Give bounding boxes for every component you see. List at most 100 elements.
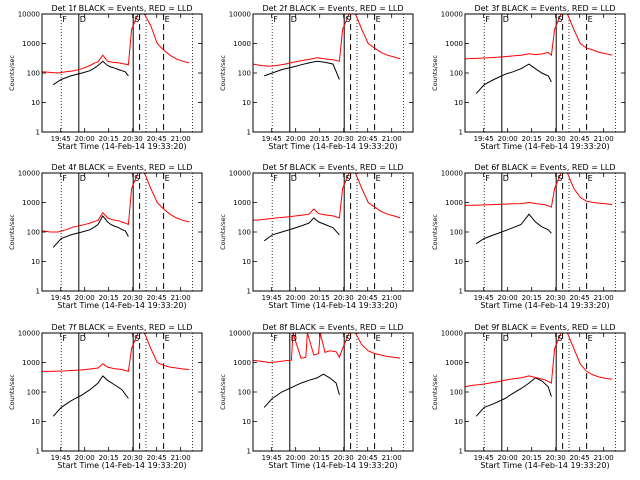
x-tick-label: 20:15 — [522, 454, 542, 462]
x-tick-label: 19:45 — [474, 294, 494, 302]
x-tick-label: 20:30 — [546, 294, 566, 302]
plot-frame — [252, 13, 414, 133]
marker-label: S — [345, 334, 350, 343]
plot-frame — [464, 332, 626, 452]
series-line-events — [263, 217, 340, 242]
x-tick-label: 19:45 — [51, 294, 71, 302]
marker-label: E — [165, 334, 170, 343]
x-tick-label: 20:30 — [123, 454, 143, 462]
x-axis-label: Start Time (14-Feb-14 19:33:20) — [57, 461, 186, 470]
series-line-events — [263, 373, 340, 408]
y-tick-label: 100 — [238, 70, 251, 78]
panel-2: Det 2f BLACK = Events, RED = LLD 1 10 100 10… — [219, 4, 414, 151]
y-axis-label: Counts/sec — [8, 214, 16, 250]
marker-label: S — [345, 174, 350, 183]
y-tick-label: 100 — [450, 389, 463, 397]
x-tick-label: 20:30 — [334, 294, 354, 302]
x-tick-label: 19:45 — [262, 135, 282, 143]
x-tick-label: 19:45 — [51, 135, 71, 143]
panel-9: Det 9f BLACK = Events, RED = LLD 1 10 100 10… — [431, 323, 626, 470]
x-tick-label: 20:00 — [75, 135, 95, 143]
x-axis-label: Start Time (14-Feb-14 19:33:20) — [268, 301, 397, 310]
y-tick-label: 10000 — [18, 330, 40, 338]
marker-label: D — [503, 174, 509, 183]
marker-label: E — [376, 15, 381, 24]
y-tick-label: 1 — [247, 448, 251, 456]
y-tick-label: 10000 — [18, 170, 40, 178]
x-tick-label: 20:15 — [99, 294, 119, 302]
x-axis-label: Start Time (14-Feb-14 19:33:20) — [480, 301, 609, 310]
panel-title: Det 2f BLACK = Events, RED = LLD — [262, 4, 403, 13]
x-axis-label: Start Time (14-Feb-14 19:33:20) — [480, 142, 609, 151]
x-tick-label: 20:15 — [99, 135, 119, 143]
y-tick-label: 1 — [36, 288, 40, 296]
marker-label: S — [134, 174, 139, 183]
y-tick-label: 10 — [242, 418, 251, 426]
y-tick-label: 1 — [36, 129, 40, 137]
x-tick-label: 19:45 — [262, 294, 282, 302]
marker-label: S — [557, 15, 562, 24]
series-line-lld — [253, 14, 401, 67]
x-tick-label: 20:00 — [286, 454, 306, 462]
y-tick-label: 100 — [450, 229, 463, 237]
marker-label: F — [62, 174, 67, 183]
x-axis-label: Start Time (14-Feb-14 19:33:20) — [57, 142, 186, 151]
panel-4: Det 4f BLACK = Events, RED = LLD 1 10 100 10… — [8, 163, 203, 310]
x-tick-label: 21:00 — [171, 135, 191, 143]
series-line-events — [475, 213, 552, 245]
plot-frame — [464, 172, 626, 292]
y-tick-label: 10 — [454, 99, 463, 107]
y-tick-label: 1 — [36, 448, 40, 456]
x-tick-label: 21:00 — [382, 454, 402, 462]
x-tick-label: 21:00 — [594, 294, 614, 302]
marker-label: D — [291, 334, 297, 343]
x-tick-label: 19:45 — [51, 454, 71, 462]
x-tick-label: 20:45 — [570, 294, 590, 302]
panel-3: Det 3f BLACK = Events, RED = LLD 1 10 100 10… — [431, 4, 626, 151]
y-tick-label: 10 — [242, 258, 251, 266]
marker-label: E — [588, 15, 593, 24]
series-line-lld — [253, 333, 401, 364]
panel-title: Det 8f BLACK = Events, RED = LLD — [262, 323, 403, 332]
x-tick-label: 20:45 — [570, 135, 590, 143]
x-tick-label: 20:15 — [310, 135, 330, 143]
y-tick-label: 10 — [31, 418, 40, 426]
y-tick-label: 10000 — [229, 11, 251, 19]
series-line-lld — [253, 173, 401, 221]
y-tick-label: 10000 — [441, 11, 463, 19]
y-tick-label: 100 — [27, 389, 40, 397]
marker-label: D — [80, 334, 86, 343]
y-tick-label: 1 — [459, 129, 463, 137]
series-line-events — [52, 375, 129, 417]
y-axis-label: Counts/sec — [219, 214, 227, 250]
x-tick-label: 20:30 — [546, 454, 566, 462]
x-tick-label: 19:45 — [474, 454, 494, 462]
series-line-lld — [465, 333, 613, 388]
marker-label: E — [376, 174, 381, 183]
panel-title: Det 7f BLACK = Events, RED = LLD — [51, 323, 192, 332]
y-tick-label: 1000 — [233, 359, 251, 367]
y-axis-label: Counts/sec — [8, 55, 16, 91]
marker-label: S — [345, 15, 350, 24]
y-tick-label: 10000 — [229, 330, 251, 338]
x-tick-label: 19:45 — [262, 454, 282, 462]
x-tick-label: 21:00 — [382, 294, 402, 302]
x-tick-label: 20:30 — [334, 135, 354, 143]
marker-label: D — [80, 15, 86, 24]
y-tick-label: 100 — [450, 70, 463, 78]
x-tick-label: 20:45 — [570, 454, 590, 462]
x-tick-label: 20:00 — [286, 135, 306, 143]
x-tick-label: 20:45 — [358, 135, 378, 143]
x-tick-label: 20:15 — [310, 294, 330, 302]
y-tick-label: 10000 — [18, 11, 40, 19]
panel-8: Det 8f BLACK = Events, RED = LLD 1 10 100 10… — [219, 323, 414, 470]
marker-label: F — [485, 174, 490, 183]
series-line-lld — [42, 173, 190, 233]
y-tick-label: 1000 — [22, 359, 40, 367]
y-tick-label: 10000 — [229, 170, 251, 178]
panel-title: Det 5f BLACK = Events, RED = LLD — [262, 163, 403, 172]
y-tick-label: 1000 — [233, 40, 251, 48]
y-tick-label: 1000 — [233, 199, 251, 207]
y-tick-label: 100 — [238, 229, 251, 237]
